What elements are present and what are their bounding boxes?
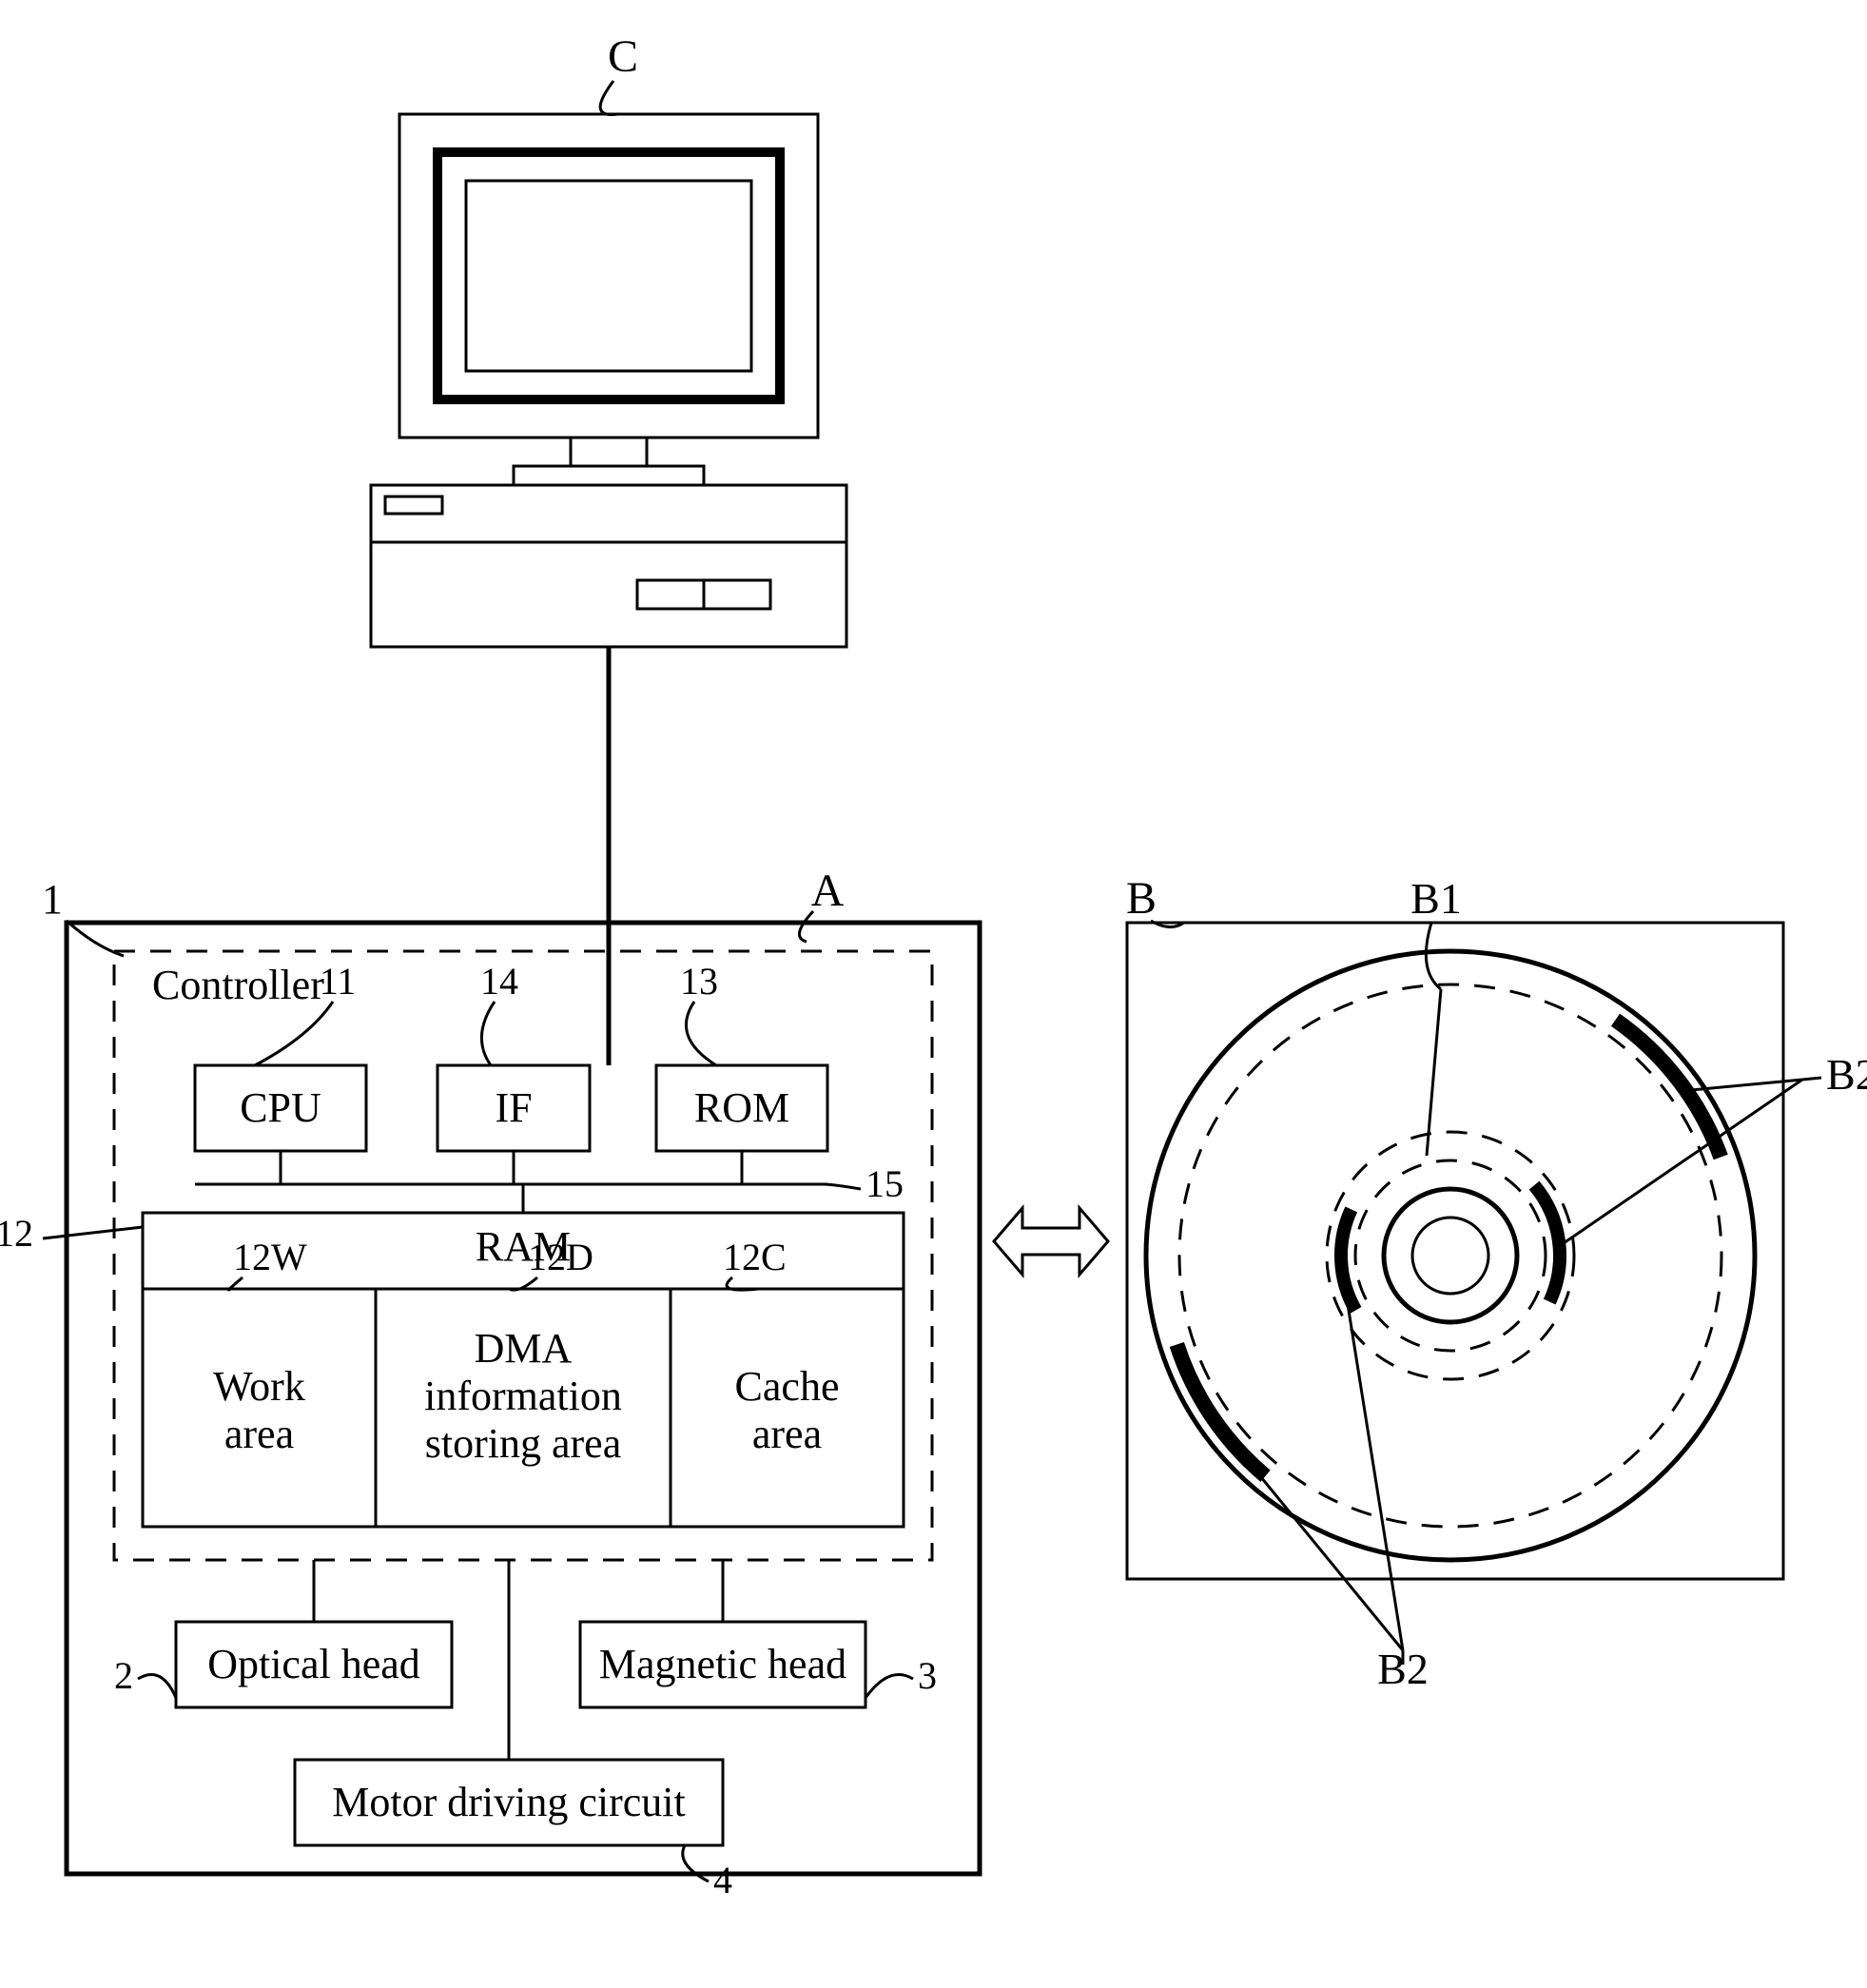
cache-l2: area xyxy=(752,1411,822,1457)
ref-12C: 12C xyxy=(723,1236,787,1278)
optical-label: Optical head xyxy=(207,1641,420,1687)
work-l1: Work xyxy=(213,1363,305,1410)
cpu-label: CPU xyxy=(240,1084,321,1131)
ref-12D: 12D xyxy=(528,1236,593,1278)
ref-4: 4 xyxy=(713,1859,732,1901)
ref-13: 13 xyxy=(680,960,718,1003)
ref-1: 1 xyxy=(42,876,63,923)
ref-11: 11 xyxy=(320,960,357,1003)
ref-15: 15 xyxy=(865,1162,904,1205)
double-arrow xyxy=(994,1208,1108,1275)
label-A: A xyxy=(811,866,845,916)
cache-l1: Cache xyxy=(735,1363,840,1410)
ref-14: 14 xyxy=(480,960,518,1003)
label-B1: B1 xyxy=(1410,874,1462,923)
motor-label: Motor driving circuit xyxy=(332,1779,686,1825)
dma-l3: storing area xyxy=(425,1420,621,1467)
rom-label: ROM xyxy=(694,1084,789,1131)
label-C: C xyxy=(608,31,638,82)
label-B: B xyxy=(1126,873,1157,924)
magnetic-label: Magnetic head xyxy=(599,1641,846,1687)
controller-label: Controller xyxy=(152,962,324,1008)
dma-l2: information xyxy=(424,1373,622,1419)
ref-12: 12 xyxy=(0,1212,33,1255)
ref-12W: 12W xyxy=(233,1236,307,1278)
if-label: IF xyxy=(495,1084,532,1131)
ref-3: 3 xyxy=(918,1654,937,1697)
ref-2: 2 xyxy=(114,1654,133,1697)
work-l2: area xyxy=(224,1411,294,1457)
label-B2-right: B2 xyxy=(1826,1050,1867,1099)
dma-l1: DMA xyxy=(475,1325,573,1372)
